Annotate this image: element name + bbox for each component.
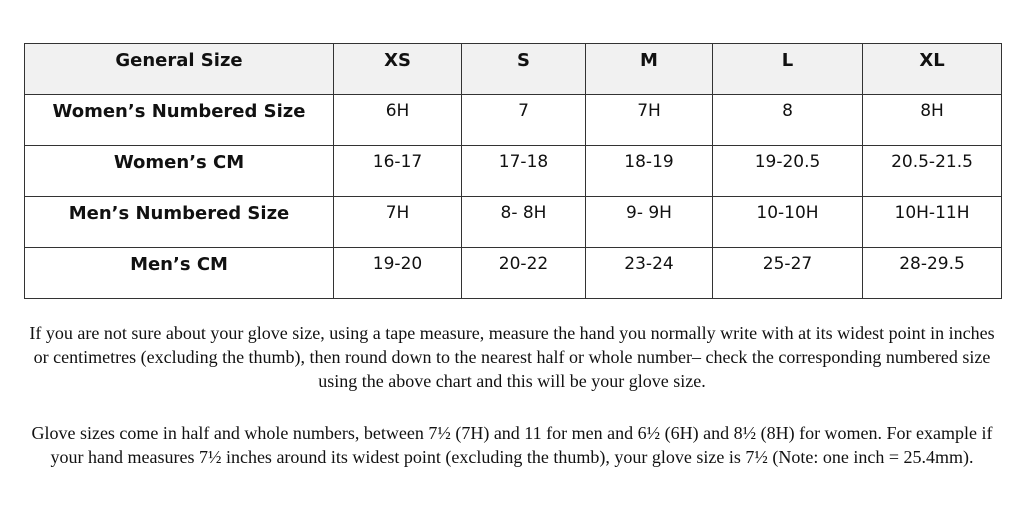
table-cell: 9- 9H <box>585 196 713 248</box>
table-cell: 8- 8H <box>461 196 586 248</box>
table-cell: 19-20.5 <box>712 145 863 197</box>
table-cell: 18-19 <box>585 145 713 197</box>
column-header: XS <box>333 43 462 95</box>
column-header: M <box>585 43 713 95</box>
table-cell: 7H <box>333 196 462 248</box>
table-cell: 20.5-21.5 <box>862 145 1002 197</box>
table-row: Women’s CM 16-17 17-18 18-19 19-20.5 20.5-21.… <box>24 145 1002 197</box>
sizing-instructions: If you are not sure about your glove siz… <box>29 323 995 391</box>
column-header: S <box>461 43 586 95</box>
table-cell: 16-17 <box>333 145 462 197</box>
table-cell: 10-10H <box>712 196 863 248</box>
table-row: Women’s Numbered Size 6H 7 7H 8 8H <box>24 94 1002 146</box>
table-cell: 28-29.5 <box>862 247 1002 299</box>
table-cell: 8 <box>712 94 863 146</box>
glove-size-chart: General Size XS S M L XL Women’s Numbere… <box>24 43 1002 299</box>
column-header: L <box>712 43 863 95</box>
table-cell: 25-27 <box>712 247 863 299</box>
table-cell: 7 <box>461 94 586 146</box>
sizing-example: Glove sizes come in half and whole numbe… <box>31 423 993 467</box>
table-row: Men’s Numbered Size 7H 8- 8H 9- 9H 10-10H 10H… <box>24 196 1002 248</box>
table-cell: 23-24 <box>585 247 713 299</box>
table-cell: 19-20 <box>333 247 462 299</box>
table-cell: 8H <box>862 94 1002 146</box>
table-cell: 10H-11H <box>862 196 1002 248</box>
table-cell: 6H <box>333 94 462 146</box>
column-header: XL <box>862 43 1002 95</box>
table-header-row: General Size XS S M L XL <box>24 43 1002 95</box>
column-header: General Size <box>24 43 334 95</box>
table-cell: 7H <box>585 94 713 146</box>
row-label: Women’s CM <box>24 145 334 197</box>
table-cell: 20-22 <box>461 247 586 299</box>
table-cell: 17-18 <box>461 145 586 197</box>
row-label: Men’s Numbered Size <box>24 196 334 248</box>
row-label: Men’s CM <box>24 247 334 299</box>
row-label: Women’s Numbered Size <box>24 94 334 146</box>
table-row: Men’s CM 19-20 20-22 23-24 25-27 28-29.5 <box>24 247 1002 299</box>
